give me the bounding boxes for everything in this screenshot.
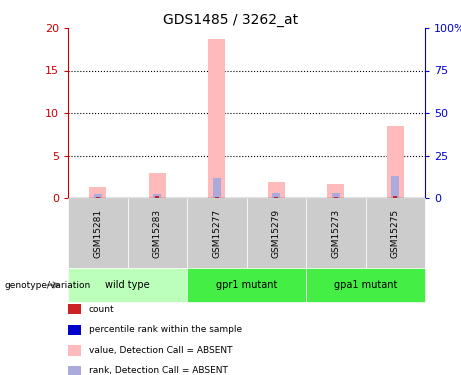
Bar bbox=[208, 39, 225, 198]
Text: GDS1485 / 3262_at: GDS1485 / 3262_at bbox=[163, 13, 298, 27]
Text: GSM15275: GSM15275 bbox=[391, 209, 400, 258]
Bar bbox=[391, 176, 399, 198]
Text: GSM15283: GSM15283 bbox=[153, 209, 162, 258]
Text: genotype/variation: genotype/variation bbox=[5, 280, 91, 290]
Text: value, Detection Call = ABSENT: value, Detection Call = ABSENT bbox=[89, 346, 232, 355]
Text: GSM15277: GSM15277 bbox=[212, 209, 221, 258]
Bar bbox=[272, 193, 280, 198]
Bar bbox=[268, 182, 284, 198]
Bar bbox=[94, 194, 102, 198]
Text: gpa1 mutant: gpa1 mutant bbox=[334, 280, 397, 290]
Text: wild type: wild type bbox=[105, 280, 150, 290]
Text: count: count bbox=[89, 304, 114, 313]
Bar bbox=[96, 197, 100, 198]
Bar bbox=[153, 194, 161, 198]
Text: percentile rank within the sample: percentile rank within the sample bbox=[89, 325, 242, 334]
Text: GSM15279: GSM15279 bbox=[272, 209, 281, 258]
Bar bbox=[149, 172, 165, 198]
Text: GSM15273: GSM15273 bbox=[331, 209, 340, 258]
Bar bbox=[215, 197, 219, 198]
Bar bbox=[387, 126, 403, 198]
Text: gpr1 mutant: gpr1 mutant bbox=[216, 280, 277, 290]
Bar bbox=[394, 196, 397, 198]
Bar bbox=[334, 197, 337, 198]
Bar bbox=[274, 197, 278, 198]
Bar bbox=[89, 187, 106, 198]
Bar bbox=[155, 196, 159, 198]
Bar bbox=[327, 184, 344, 198]
Text: GSM15281: GSM15281 bbox=[93, 209, 102, 258]
Text: rank, Detection Call = ABSENT: rank, Detection Call = ABSENT bbox=[89, 366, 228, 375]
Bar bbox=[331, 194, 340, 198]
Bar bbox=[213, 178, 221, 198]
